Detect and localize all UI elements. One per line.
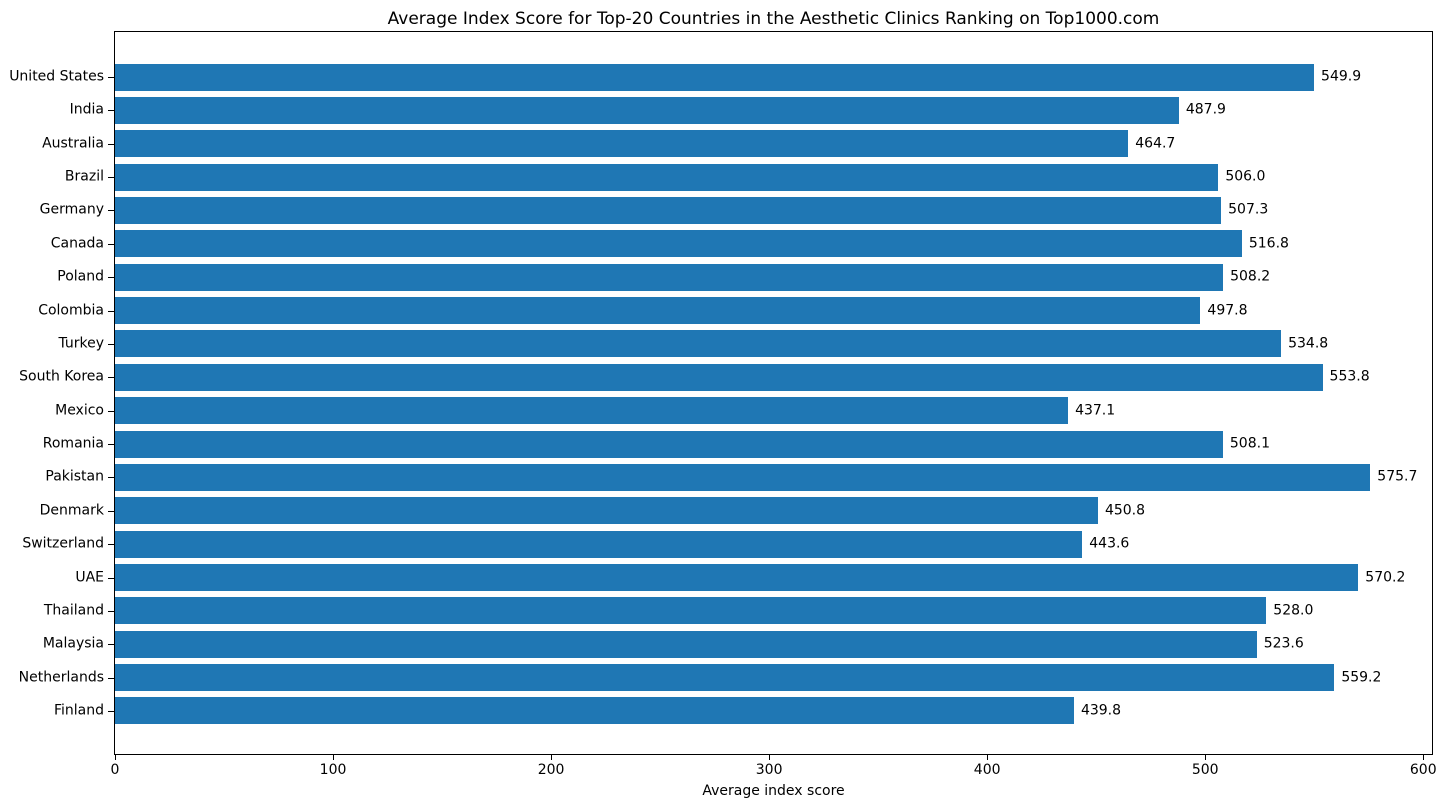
y-tick-mark <box>108 477 114 479</box>
value-label: 487.9 <box>1185 101 1226 118</box>
value-label: 439.8 <box>1080 702 1122 719</box>
value-label: 534.8 <box>1288 335 1329 352</box>
bar-denmark <box>115 497 1098 525</box>
y-tick-mark <box>108 243 114 245</box>
x-tick-mark <box>333 755 335 760</box>
x-tick-mark <box>551 755 553 760</box>
value-label: 437.1 <box>1075 402 1116 419</box>
bar-brazil <box>115 163 1219 191</box>
y-tick-mark <box>108 410 114 412</box>
y-tick-mark <box>108 610 114 612</box>
bar-south-korea <box>115 363 1323 391</box>
y-tick-mark <box>108 143 114 145</box>
bar-mexico <box>115 397 1069 425</box>
y-tick-mark <box>108 310 114 312</box>
bar-malaysia <box>115 630 1257 658</box>
value-label: 575.7 <box>1377 468 1418 485</box>
y-tick-mark <box>108 677 114 679</box>
bar-switzerland <box>115 530 1083 558</box>
y-tick-mark <box>108 444 114 446</box>
x-tick-label: 300 <box>755 762 783 778</box>
y-tick-label: Malaysia <box>42 635 104 652</box>
bar-colombia <box>115 297 1201 325</box>
y-tick-label: Canada <box>50 235 104 252</box>
value-label: 507.3 <box>1228 201 1269 218</box>
y-tick-mark <box>108 177 114 179</box>
value-label: 516.8 <box>1248 235 1289 252</box>
value-label: 450.8 <box>1104 502 1146 519</box>
value-label: 508.1 <box>1229 435 1270 452</box>
bar-germany <box>115 196 1222 224</box>
y-tick-mark <box>108 577 114 579</box>
y-tick-label: Thailand <box>43 602 104 619</box>
bar-pakistan <box>115 463 1371 491</box>
y-tick-mark <box>108 210 114 212</box>
value-label: 508.2 <box>1230 268 1271 285</box>
y-tick-label: Turkey <box>58 335 104 352</box>
value-label: 559.2 <box>1341 669 1382 686</box>
bar-australia <box>115 130 1129 158</box>
x-tick-label: 200 <box>537 762 565 778</box>
y-tick-mark <box>108 77 114 78</box>
bar-turkey <box>115 330 1282 358</box>
value-label: 570.2 <box>1365 569 1406 586</box>
y-tick-label: Germany <box>39 201 104 218</box>
x-tick-mark <box>987 755 989 760</box>
y-tick-label: India <box>69 101 104 118</box>
y-tick-mark <box>108 277 114 279</box>
y-tick-mark <box>108 544 114 546</box>
x-tick-mark <box>115 755 116 760</box>
y-tick-label: Romania <box>42 435 104 452</box>
x-tick-mark <box>769 755 771 760</box>
y-tick-mark <box>108 710 114 712</box>
bar-united-states <box>115 63 1315 91</box>
y-tick-label: Poland <box>57 268 104 285</box>
bar-canada <box>115 230 1242 258</box>
y-tick-label: UAE <box>75 569 104 586</box>
bar-uae <box>115 564 1359 592</box>
bar-poland <box>115 263 1224 291</box>
y-tick-label: Netherlands <box>18 669 104 686</box>
y-tick-mark <box>108 110 114 112</box>
bar-thailand <box>115 597 1267 625</box>
bar-romania <box>115 430 1223 458</box>
y-tick-label: Mexico <box>55 402 104 419</box>
plot-area: 549.9 United States 487.9 India 464.7 Austral… <box>9 32 1437 778</box>
y-tick-mark <box>108 644 114 646</box>
x-tick-mark <box>1423 755 1425 760</box>
y-tick-label: Brazil <box>64 168 104 185</box>
y-tick-label: Switzerland <box>22 535 104 552</box>
x-tick-label: 400 <box>973 762 1001 778</box>
value-label: 523.6 <box>1263 635 1304 652</box>
chart-title: Average Index Score for Top-20 Countries… <box>387 9 1160 29</box>
y-tick-label: Australia <box>42 135 104 152</box>
y-tick-label: Pakistan <box>45 468 104 485</box>
x-tick-label: 0 <box>110 762 120 778</box>
value-label: 464.7 <box>1135 135 1176 152</box>
x-tick-mark <box>1205 755 1207 760</box>
y-tick-mark <box>108 377 114 379</box>
bar-finland <box>115 697 1074 725</box>
x-tick-label: 500 <box>1191 762 1219 778</box>
x-axis-label: Average index score <box>702 783 845 799</box>
bar-india <box>115 96 1179 124</box>
x-tick-label: 600 <box>1409 762 1437 778</box>
x-tick-label: 100 <box>319 762 347 778</box>
value-label: 443.6 <box>1089 535 1130 552</box>
y-tick-mark <box>108 343 114 345</box>
value-label: 553.8 <box>1329 368 1370 385</box>
bar-netherlands <box>115 664 1335 692</box>
y-tick-label: Colombia <box>38 302 104 319</box>
value-label: 549.9 <box>1321 68 1362 85</box>
y-tick-label: South Korea <box>19 368 104 385</box>
value-label: 497.8 <box>1207 302 1248 319</box>
value-label: 506.0 <box>1225 168 1266 185</box>
y-tick-label: Finland <box>53 702 104 719</box>
y-tick-label: United States <box>9 68 104 85</box>
y-tick-mark <box>108 510 114 512</box>
y-tick-label: Denmark <box>39 502 104 519</box>
value-label: 528.0 <box>1273 602 1314 619</box>
